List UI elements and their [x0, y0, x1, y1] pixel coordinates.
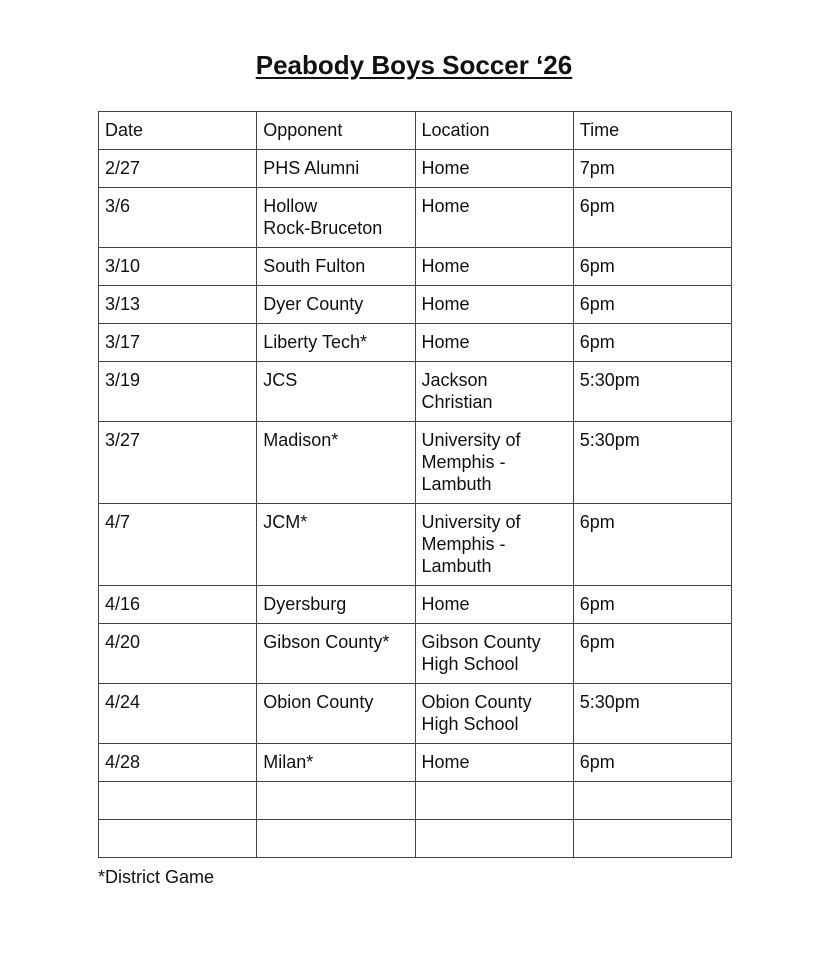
cell-date: 3/17	[97, 323, 258, 362]
cell-time: 6pm	[572, 623, 733, 684]
cell-time: 6pm	[572, 247, 733, 286]
cell-location: Home	[414, 187, 574, 248]
header-location: Location	[414, 111, 574, 150]
table-row: 3/27 Madison* University of Memphis - Lamb…	[97, 421, 733, 504]
cell-opponent: JCM*	[256, 503, 416, 586]
header-opponent: Opponent	[256, 111, 416, 150]
cell-time: 6pm	[572, 323, 733, 362]
header-date: Date	[97, 111, 258, 150]
schedule-table-body: Date Opponent Location Time 2/27 PHS Alumni Ho…	[97, 111, 733, 858]
cell-date: 3/10	[97, 247, 258, 286]
cell-opponent: JCS	[256, 361, 416, 422]
table-row: 4/24 Obion County Obion County High School…	[97, 683, 733, 744]
cell-location	[414, 781, 574, 820]
cell-opponent: Gibson County*	[256, 623, 416, 684]
cell-date: 4/28	[97, 743, 258, 782]
cell-date: 4/24	[97, 683, 258, 744]
cell-location: University of Memphis - Lambuth	[414, 421, 574, 504]
cell-opponent: Milan*	[256, 743, 416, 782]
cell-location	[414, 819, 574, 858]
cell-location: Obion County High School	[414, 683, 574, 744]
cell-opponent	[256, 819, 416, 858]
cell-location: Gibson County High School	[414, 623, 574, 684]
table-row: 4/28 Milan* Home 6pm	[97, 743, 733, 782]
table-row: 3/10 South Fulton Home 6pm	[97, 247, 733, 286]
cell-date: 2/27	[97, 149, 258, 188]
cell-location: Home	[414, 323, 574, 362]
cell-date: 3/19	[97, 361, 258, 422]
table-row: 3/6 Hollow Rock-Bruceton Home 6pm	[97, 187, 733, 248]
cell-time	[572, 781, 733, 820]
table-row	[97, 781, 733, 820]
cell-time: 5:30pm	[572, 421, 733, 504]
cell-time	[572, 819, 733, 858]
schedule-table: Date Opponent Location Time 2/27 PHS Alumni Ho…	[97, 111, 733, 858]
cell-location: Home	[414, 247, 574, 286]
cell-location: Home	[414, 149, 574, 188]
cell-time: 6pm	[572, 503, 733, 586]
cell-opponent: Obion County	[256, 683, 416, 744]
table-row: 4/20 Gibson County* Gibson County High Sch…	[97, 623, 733, 684]
page-title: Peabody Boys Soccer ‘26	[255, 50, 573, 80]
table-row: 3/17 Liberty Tech* Home 6pm	[97, 323, 733, 362]
cell-date: 3/13	[97, 285, 258, 324]
cell-date: 4/20	[97, 623, 258, 684]
cell-location: Home	[414, 743, 574, 782]
header-row: Date Opponent Location Time	[97, 111, 733, 150]
table-row: 2/27 PHS Alumni Home 7pm	[97, 149, 733, 188]
cell-date	[97, 781, 258, 820]
table-row: 4/7 JCM* University of Memphis - Lambuth 6p…	[97, 503, 733, 586]
cell-opponent: Dyer County	[256, 285, 416, 324]
table-row: 3/13 Dyer County Home 6pm	[97, 285, 733, 324]
cell-opponent: Dyersburg	[256, 585, 416, 624]
cell-date: 3/6	[97, 187, 258, 248]
cell-opponent	[256, 781, 416, 820]
cell-location: Home	[414, 585, 574, 624]
cell-opponent: Hollow Rock-Bruceton	[256, 187, 416, 248]
cell-date: 3/27	[97, 421, 258, 504]
cell-location: Jackson Christian	[414, 361, 574, 422]
cell-time: 6pm	[572, 285, 733, 324]
cell-location: University of Memphis - Lambuth	[414, 503, 574, 586]
cell-date: 4/16	[97, 585, 258, 624]
cell-opponent: South Fulton	[256, 247, 416, 286]
cell-time: 6pm	[572, 585, 733, 624]
cell-time: 7pm	[572, 149, 733, 188]
cell-time: 5:30pm	[572, 361, 733, 422]
cell-opponent: PHS Alumni	[256, 149, 416, 188]
cell-location: Home	[414, 285, 574, 324]
cell-time: 6pm	[572, 743, 733, 782]
cell-time: 6pm	[572, 187, 733, 248]
cell-date	[97, 819, 258, 858]
cell-time: 5:30pm	[572, 683, 733, 744]
table-row: 4/16 Dyersburg Home 6pm	[97, 585, 733, 624]
cell-date: 4/7	[97, 503, 258, 586]
header-time: Time	[572, 111, 733, 150]
cell-opponent: Liberty Tech*	[256, 323, 416, 362]
footnote: *District Game	[98, 867, 215, 887]
table-row	[97, 819, 733, 858]
cell-opponent: Madison*	[256, 421, 416, 504]
table-row: 3/19 JCS Jackson Christian 5:30pm	[97, 361, 733, 422]
